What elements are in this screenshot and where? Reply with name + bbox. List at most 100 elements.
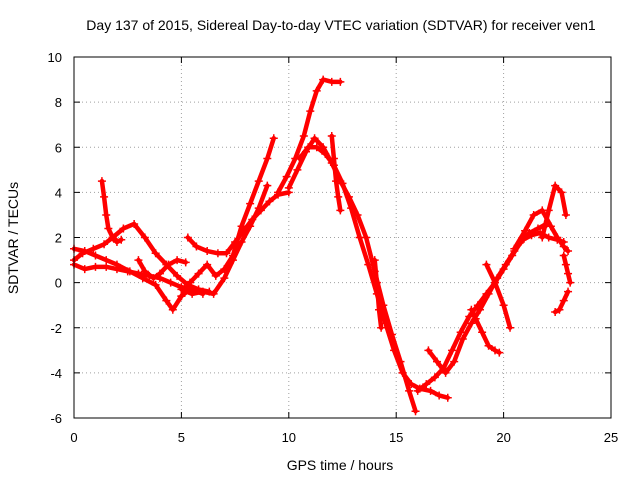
data-point bbox=[203, 247, 212, 256]
data-point bbox=[538, 233, 547, 242]
data-point bbox=[398, 368, 407, 377]
series-track-19 bbox=[538, 181, 570, 242]
data-point bbox=[553, 233, 562, 242]
data-point bbox=[527, 231, 536, 240]
data-point bbox=[510, 244, 519, 253]
data-point bbox=[102, 210, 111, 219]
data-point bbox=[435, 391, 444, 400]
data-point bbox=[551, 181, 560, 190]
data-point bbox=[377, 323, 386, 332]
y-tick-label: -6 bbox=[50, 411, 62, 426]
data-point bbox=[312, 143, 321, 152]
data-point bbox=[211, 271, 220, 280]
data-point bbox=[112, 265, 121, 274]
data-point bbox=[123, 267, 132, 276]
data-point bbox=[203, 260, 212, 269]
series-line bbox=[185, 190, 292, 256]
series-line bbox=[484, 262, 513, 330]
data-point bbox=[559, 242, 568, 251]
data-point bbox=[102, 262, 111, 271]
data-point bbox=[465, 312, 474, 321]
data-point bbox=[80, 265, 89, 274]
data-point bbox=[433, 357, 442, 366]
data-point bbox=[293, 165, 302, 174]
series-line bbox=[561, 253, 573, 285]
data-point bbox=[338, 179, 347, 188]
data-point bbox=[327, 131, 336, 140]
data-point bbox=[467, 305, 476, 314]
data-point bbox=[564, 269, 573, 278]
data-point bbox=[220, 274, 229, 283]
data-point bbox=[375, 305, 384, 314]
data-point bbox=[448, 346, 457, 355]
series-track-13 bbox=[370, 256, 386, 332]
data-point bbox=[304, 143, 313, 152]
data-point bbox=[475, 305, 484, 314]
data-point bbox=[411, 407, 420, 416]
data-point bbox=[89, 244, 98, 253]
data-point bbox=[355, 233, 364, 242]
data-point bbox=[566, 278, 575, 287]
data-point bbox=[405, 386, 414, 395]
data-point bbox=[501, 260, 510, 269]
data-point bbox=[173, 271, 182, 280]
data-point bbox=[177, 292, 186, 301]
data-point bbox=[177, 285, 186, 294]
data-point bbox=[499, 301, 508, 310]
x-tick-label: 20 bbox=[496, 430, 510, 445]
x-axis-label: GPS time / hours bbox=[287, 457, 394, 473]
data-point bbox=[484, 341, 493, 350]
data-point bbox=[248, 215, 257, 224]
data-point bbox=[185, 278, 194, 287]
data-point bbox=[134, 256, 143, 265]
data-point bbox=[155, 269, 164, 278]
data-point bbox=[484, 289, 493, 298]
data-point bbox=[478, 328, 487, 337]
data-point bbox=[78, 249, 87, 258]
data-point bbox=[413, 386, 422, 395]
axis-ticks: 0 5 10 15 20 25 -6 -4 -2 0 2 4 6 8 10 bbox=[48, 50, 619, 445]
data-point bbox=[119, 224, 128, 233]
data-point bbox=[254, 177, 263, 186]
data-point bbox=[407, 380, 416, 389]
data-point bbox=[533, 224, 542, 233]
data-point bbox=[140, 233, 149, 242]
data-point bbox=[557, 188, 566, 197]
x-tick-label: 15 bbox=[389, 430, 403, 445]
data-point bbox=[506, 323, 515, 332]
y-axis-label: SDTVAR / TECUs bbox=[5, 182, 21, 294]
data-point bbox=[269, 134, 278, 143]
data-point bbox=[491, 278, 500, 287]
data-point bbox=[149, 274, 158, 283]
y-tick-label: 4 bbox=[55, 185, 62, 200]
x-tick-label: 10 bbox=[282, 430, 296, 445]
series-track-9 bbox=[274, 75, 345, 197]
data-point bbox=[306, 107, 315, 116]
data-point bbox=[370, 256, 379, 265]
data-point bbox=[443, 393, 452, 402]
data-point bbox=[263, 181, 272, 190]
data-point bbox=[426, 386, 435, 395]
data-point bbox=[117, 235, 126, 244]
data-point bbox=[256, 206, 265, 215]
data-point bbox=[495, 348, 504, 357]
series-line bbox=[372, 257, 384, 330]
data-point bbox=[564, 247, 573, 256]
data-point bbox=[100, 192, 109, 201]
data-point bbox=[228, 256, 237, 265]
data-point bbox=[209, 289, 218, 298]
data-point bbox=[321, 150, 330, 159]
data-point bbox=[529, 210, 538, 219]
series-track-5 bbox=[134, 256, 190, 283]
series-track-16 bbox=[467, 305, 504, 357]
data-point bbox=[482, 260, 491, 269]
data-point bbox=[239, 226, 248, 235]
data-point bbox=[194, 269, 203, 278]
data-point bbox=[173, 256, 182, 265]
data-point bbox=[102, 256, 111, 265]
grid-lines bbox=[74, 57, 611, 418]
y-tick-label: 10 bbox=[48, 50, 62, 65]
data-point bbox=[450, 357, 459, 366]
data-point bbox=[237, 222, 246, 231]
data-point bbox=[91, 262, 100, 271]
